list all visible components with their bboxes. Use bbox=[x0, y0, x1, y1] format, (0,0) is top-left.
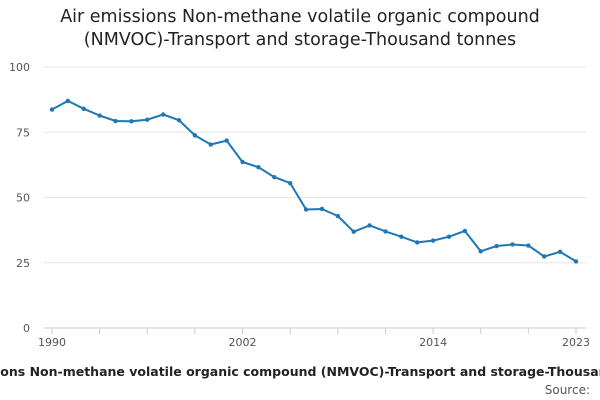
y-tick-label: 100 bbox=[9, 61, 30, 74]
data-point-1993[interactable] bbox=[97, 113, 102, 118]
y-tick-label: 25 bbox=[16, 257, 30, 270]
x-tick-label: 2002 bbox=[229, 336, 257, 349]
series-line bbox=[51, 99, 577, 263]
data-point-2004[interactable] bbox=[272, 174, 277, 180]
x-axis-title: Air emissions Non-methane volatile organ… bbox=[0, 364, 600, 379]
data-point-2023[interactable] bbox=[573, 259, 579, 264]
x-tick-label: 1990 bbox=[38, 336, 66, 349]
series-group bbox=[49, 98, 579, 264]
data-point-2011[interactable] bbox=[383, 229, 388, 234]
data-point-2008[interactable] bbox=[335, 213, 341, 219]
gridlines bbox=[44, 66, 586, 329]
y-tick-label: 50 bbox=[16, 192, 30, 205]
data-point-2020[interactable] bbox=[526, 243, 531, 248]
data-point-2021[interactable] bbox=[542, 254, 547, 259]
data-point-1992[interactable] bbox=[81, 106, 86, 111]
data-point-1997[interactable] bbox=[160, 112, 166, 117]
data-point-2000[interactable] bbox=[208, 142, 213, 147]
chart-title: Air emissions Non-methane volatile organ… bbox=[0, 6, 600, 52]
data-point-2014[interactable] bbox=[430, 238, 436, 243]
y-tick-label: 75 bbox=[16, 126, 30, 139]
data-point-1996[interactable] bbox=[145, 117, 150, 122]
data-point-2006[interactable] bbox=[303, 207, 309, 212]
x-tick-label: 2023 bbox=[562, 336, 590, 349]
data-point-1998[interactable] bbox=[176, 118, 182, 123]
data-point-1990[interactable] bbox=[49, 107, 55, 112]
y-axis: 0 25 50 75 100 bbox=[9, 61, 30, 335]
data-point-2022[interactable] bbox=[557, 249, 563, 254]
x-tick-label: 2014 bbox=[419, 336, 447, 349]
data-point-2017[interactable] bbox=[478, 249, 483, 254]
data-point-2001[interactable] bbox=[224, 138, 229, 143]
data-point-2002[interactable] bbox=[240, 159, 245, 165]
data-point-2005[interactable] bbox=[287, 180, 293, 186]
data-point-2003[interactable] bbox=[256, 165, 261, 170]
data-point-1991[interactable] bbox=[65, 98, 71, 104]
x-axis: 1990 2002 2014 2023 bbox=[38, 328, 590, 349]
data-point-1999[interactable] bbox=[192, 133, 198, 138]
y-tick-label: 0 bbox=[23, 322, 30, 335]
source-label: Source: bbox=[544, 383, 590, 397]
data-point-2015[interactable] bbox=[446, 234, 452, 239]
chart-title-line-1: Air emissions Non-methane volatile organ… bbox=[60, 7, 540, 27]
data-point-2009[interactable] bbox=[351, 229, 356, 234]
data-point-2016[interactable] bbox=[462, 228, 468, 234]
x-axis-title-text: Air emissions Non-methane volatile organ… bbox=[0, 364, 600, 379]
data-point-2010[interactable] bbox=[367, 223, 372, 228]
chart-title-line-2: (NMVOC)-Transport and storage-Thousand t… bbox=[83, 30, 517, 50]
data-point-2007[interactable] bbox=[319, 206, 325, 212]
data-point-1995[interactable] bbox=[129, 119, 134, 124]
data-point-1994[interactable] bbox=[113, 118, 118, 124]
data-point-2012[interactable] bbox=[399, 234, 404, 239]
data-point-2018[interactable] bbox=[494, 243, 499, 249]
data-point-2019[interactable] bbox=[510, 242, 515, 247]
data-point-2013[interactable] bbox=[415, 240, 420, 245]
